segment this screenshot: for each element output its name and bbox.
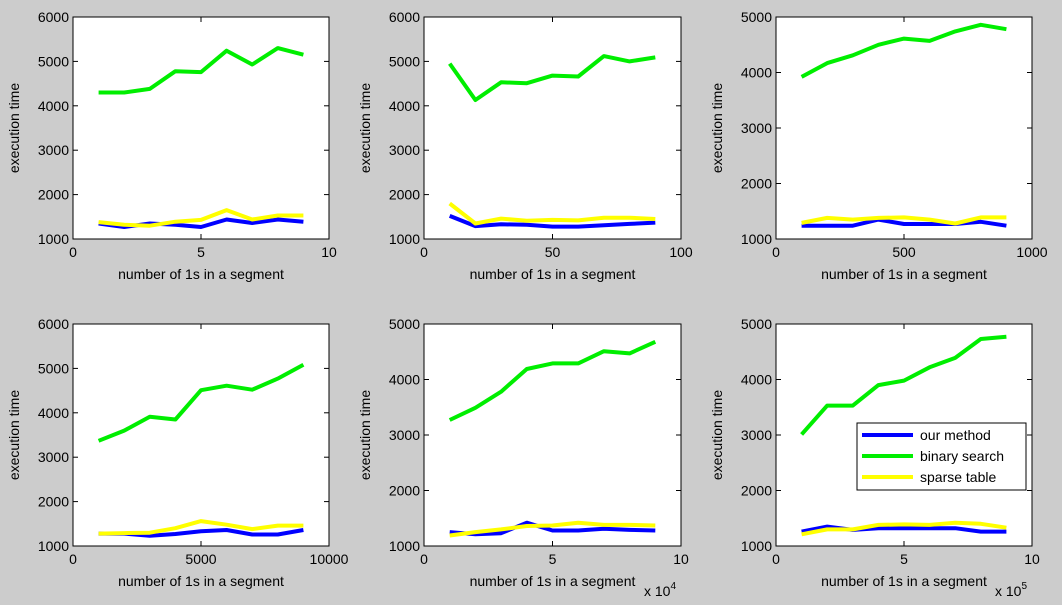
x-tick-label: 5 (549, 551, 557, 567)
y-tick-label: 1000 (741, 231, 772, 247)
plot-area (776, 17, 1032, 239)
y-tick-label: 6000 (389, 9, 420, 25)
x-tick-label: 0 (420, 551, 428, 567)
x-axis-label: number of 1s in a segment (470, 573, 636, 589)
series-line-sparse-table (801, 520, 1007, 537)
legend-label: our method (920, 427, 991, 443)
x-axis-label: number of 1s in a segment (821, 573, 987, 589)
y-tick-label: 4000 (389, 98, 420, 114)
y-tick-label: 1000 (389, 538, 420, 554)
x-axis-label: number of 1s in a segment (821, 266, 987, 282)
legend-label: sparse table (920, 469, 996, 485)
y-tick-label: 5000 (741, 9, 772, 25)
y-tick-label: 1000 (38, 538, 69, 554)
y-tick-label: 5000 (389, 316, 420, 332)
y-tick-label: 2000 (741, 483, 772, 499)
x-exponent-label: x 105 (995, 581, 1027, 599)
series-line-our-method (448, 214, 656, 229)
y-axis-label: execution time (6, 390, 22, 480)
series-line-binary-search (448, 339, 657, 422)
x-tick-label: 100 (669, 244, 693, 260)
y-tick-label: 1000 (389, 231, 420, 247)
y-tick-label: 6000 (38, 9, 69, 25)
subplot-2: 0 50 100 1000 2000 3000 4000 5000 6000 number of … (357, 9, 693, 282)
x-tick-label: 5 (900, 551, 908, 567)
subplot-1: 0 5 10 1000 2000 3000 4000 5000 6000 number of 1s… (6, 9, 337, 282)
y-tick-label: 4000 (389, 372, 420, 388)
series-line-sparse-table (448, 201, 656, 226)
series-line-sparse-table (801, 215, 1007, 226)
y-axis-label: execution time (709, 390, 725, 480)
x-exponent-power: 5 (1021, 581, 1027, 592)
y-tick-label: 5000 (389, 53, 420, 69)
series-line-binary-search (98, 46, 304, 95)
y-tick-label: 2000 (741, 176, 772, 192)
y-tick-label: 5000 (741, 316, 772, 332)
y-tick-label: 5000 (38, 53, 69, 69)
subplot-3: 0 500 1000 1000 2000 3000 4000 5000 number of 1s… (709, 9, 1048, 282)
x-tick-label: 10 (1024, 551, 1040, 567)
series-line-binary-search (97, 363, 305, 443)
y-tick-label: 1000 (741, 538, 772, 554)
y-tick-label: 5000 (38, 360, 69, 376)
y-tick-label: 4000 (741, 65, 772, 81)
x-tick-label: 1000 (1016, 244, 1047, 260)
y-tick-label: 4000 (38, 405, 69, 421)
y-axis-label: execution time (357, 390, 373, 480)
legend: our method binary search sparse table (856, 422, 1027, 491)
y-tick-label: 1000 (38, 231, 69, 247)
x-tick-label: 10 (321, 244, 337, 260)
y-tick-label: 3000 (389, 142, 420, 158)
subplot-5: 0 5 10 1000 2000 3000 4000 5000 number of 1s in … (357, 316, 689, 599)
y-tick-label: 3000 (389, 427, 420, 443)
y-tick-label: 2000 (38, 494, 69, 510)
x-exponent-power: 4 (670, 581, 676, 592)
y-axis-label: execution time (357, 83, 373, 173)
subplot-4: 0 5000 10000 1000 2000 3000 4000 5000 6000 number… (6, 316, 349, 589)
x-tick-label: 0 (420, 244, 428, 260)
plot-area (73, 17, 329, 239)
series-line-sparse-table (98, 208, 304, 228)
series-line-binary-search (448, 54, 656, 102)
series-line-sparse-table (449, 520, 656, 538)
y-tick-label: 3000 (741, 120, 772, 136)
y-tick-label: 2000 (389, 187, 420, 203)
y-axis-label: execution time (709, 83, 725, 173)
plot-area (424, 17, 681, 239)
series-line-binary-search (800, 22, 1007, 79)
x-tick-label: 0 (772, 551, 780, 567)
x-tick-label: 5000 (185, 551, 216, 567)
y-axis-label: execution time (6, 83, 22, 173)
x-tick-label: 500 (892, 244, 916, 260)
x-exponent-label: x 104 (644, 581, 676, 599)
legend-label: binary search (920, 448, 1004, 464)
x-axis-label: number of 1s in a segment (118, 266, 284, 282)
y-tick-label: 3000 (741, 427, 772, 443)
x-tick-label: 5 (197, 244, 205, 260)
series-line-sparse-table (98, 519, 304, 536)
y-tick-label: 4000 (741, 372, 772, 388)
x-tick-label: 10000 (310, 551, 349, 567)
x-tick-label: 0 (69, 244, 77, 260)
x-tick-label: 0 (772, 244, 780, 260)
y-tick-label: 2000 (389, 483, 420, 499)
series-line-our-method (801, 217, 1007, 228)
x-tick-label: 10 (673, 551, 689, 567)
y-tick-label: 2000 (38, 187, 69, 203)
y-tick-label: 4000 (38, 98, 69, 114)
plot-area (424, 324, 681, 546)
y-tick-label: 3000 (38, 449, 69, 465)
x-tick-label: 50 (545, 244, 561, 260)
series-line-our-method (449, 520, 656, 537)
x-axis-label: number of 1s in a segment (118, 573, 284, 589)
y-tick-label: 3000 (38, 142, 69, 158)
x-tick-label: 0 (69, 551, 77, 567)
series-line-binary-search (800, 334, 1007, 436)
y-tick-label: 6000 (38, 316, 69, 332)
x-axis-label: number of 1s in a segment (470, 266, 636, 282)
